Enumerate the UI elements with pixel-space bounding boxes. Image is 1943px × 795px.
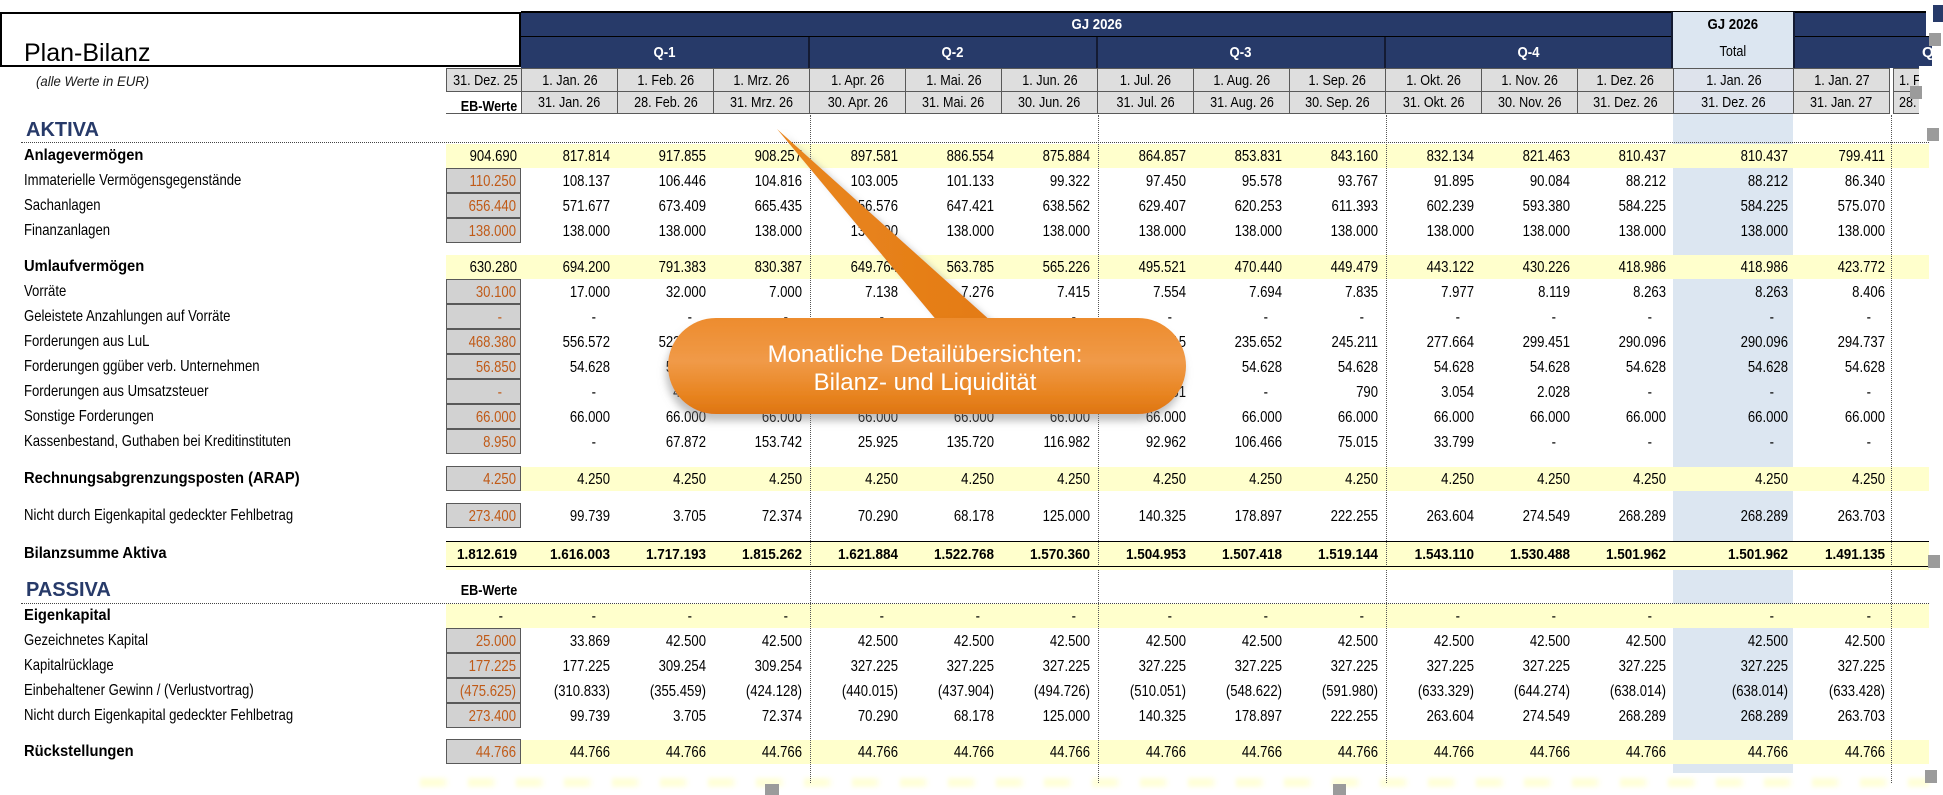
svg-text:Monatliche Detailübersichten:: Monatliche Detailübersichten: — [768, 341, 1083, 368]
svg-text:Bilanz- und Liquidität: Bilanz- und Liquidität — [814, 369, 1037, 396]
